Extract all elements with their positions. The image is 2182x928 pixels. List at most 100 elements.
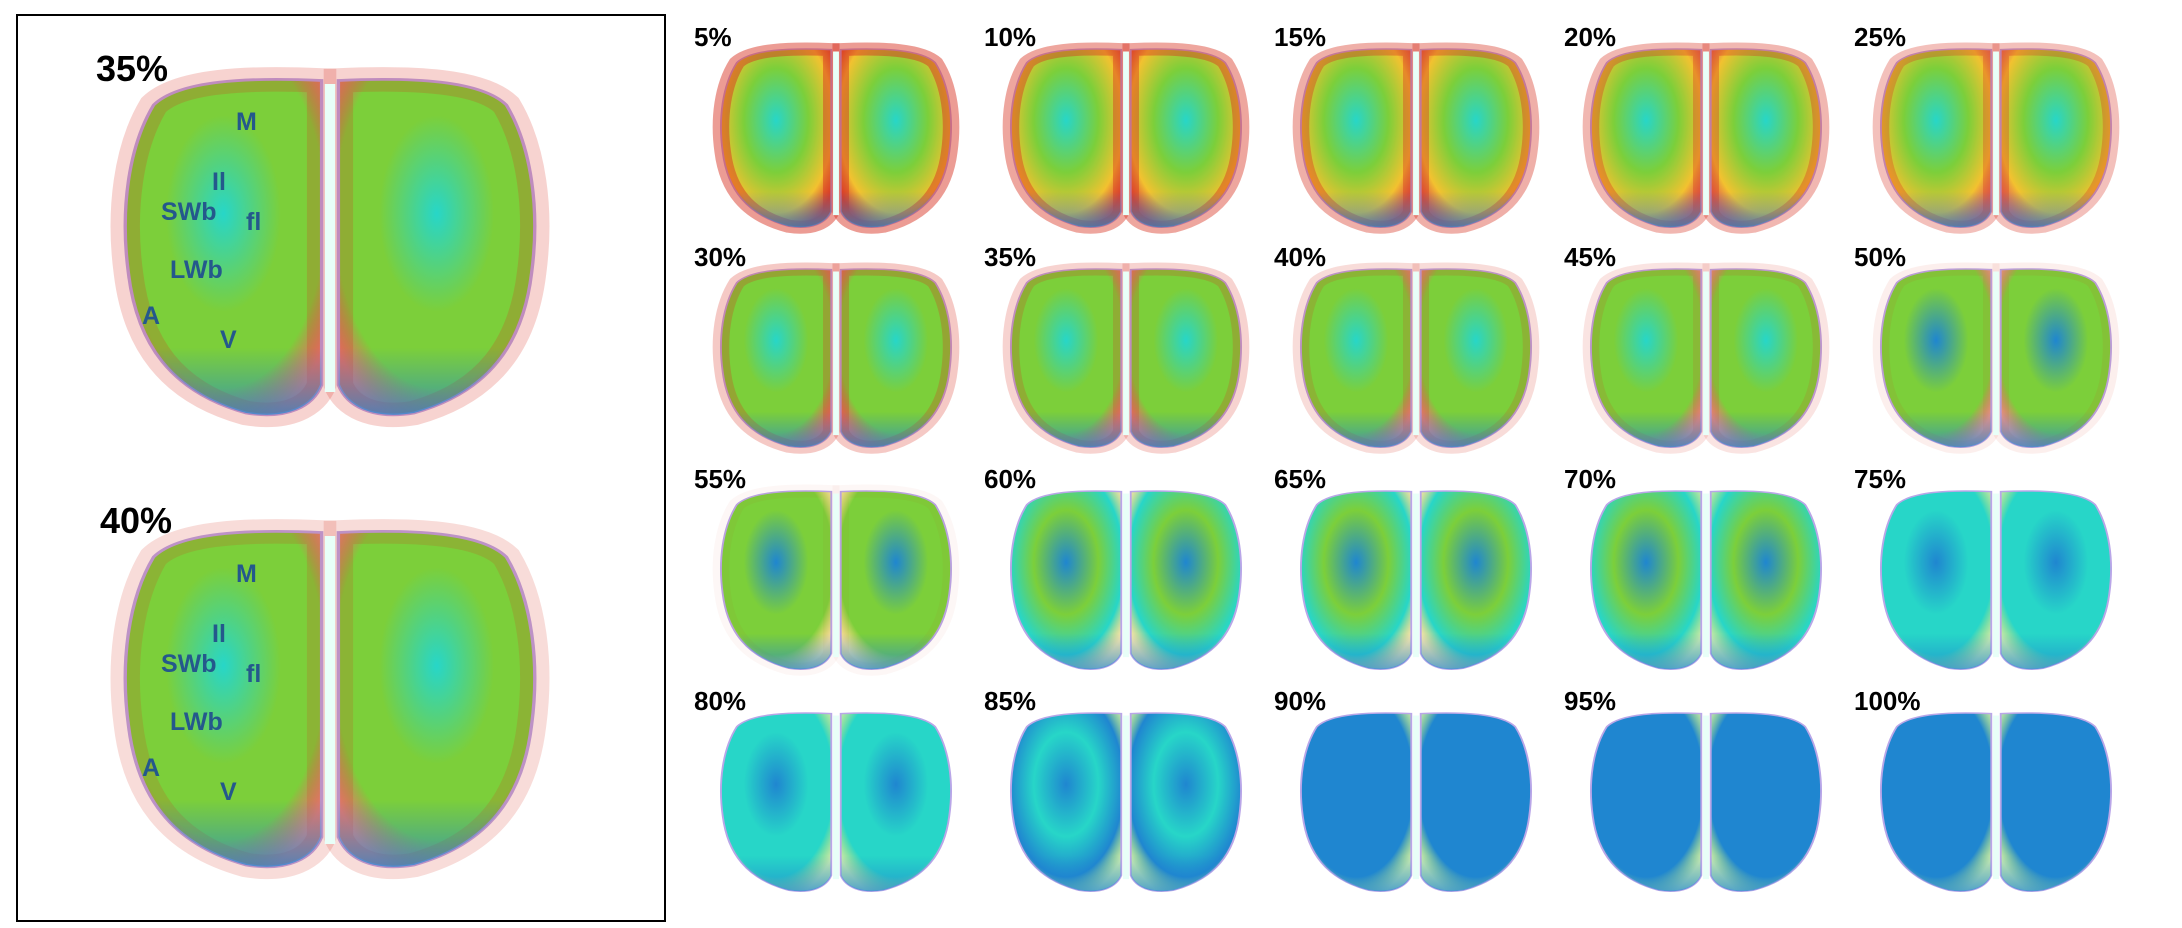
posterior-shade bbox=[338, 531, 535, 867]
posterior-shade bbox=[1590, 48, 1702, 228]
thumbnail-label: 80% bbox=[694, 686, 747, 716]
posterior-shade bbox=[1590, 268, 1702, 448]
thumbnail-label: 65% bbox=[1274, 464, 1327, 494]
thumbnail-brain-8 bbox=[1582, 262, 1830, 454]
region-label-a: A bbox=[142, 302, 161, 330]
posterior-shade bbox=[2000, 712, 2112, 892]
posterior-shade bbox=[720, 268, 832, 448]
posterior-shade bbox=[720, 48, 832, 228]
thumbnail-label: 100% bbox=[1854, 686, 1921, 716]
posterior-shade bbox=[1300, 268, 1412, 448]
thumbnail-brain-11 bbox=[1010, 490, 1242, 670]
posterior-shade bbox=[1010, 490, 1122, 670]
posterior-shade bbox=[1130, 490, 1242, 670]
thumbnail-brain-12 bbox=[1300, 490, 1532, 670]
posterior-shade bbox=[1590, 712, 1702, 892]
posterior-shade bbox=[2000, 48, 2112, 228]
posterior-shade bbox=[125, 79, 322, 415]
featured-label: 35% bbox=[96, 48, 169, 89]
thumbnail-label: 40% bbox=[1274, 242, 1327, 272]
posterior-shade bbox=[1880, 268, 1992, 448]
thumbnail-brain-9 bbox=[1872, 262, 2120, 454]
region-label-lwb: LWb bbox=[170, 256, 223, 284]
thumbnail-label: 70% bbox=[1564, 464, 1617, 494]
thumbnail-label: 25% bbox=[1854, 22, 1907, 52]
featured-label: 40% bbox=[100, 500, 173, 541]
posterior-shade bbox=[1710, 268, 1822, 448]
region-label-v: V bbox=[220, 326, 237, 354]
thumbnail-brain-10 bbox=[712, 484, 960, 676]
thumbnail-label: 75% bbox=[1854, 464, 1907, 494]
thumbnail-brain-13 bbox=[1590, 490, 1822, 670]
posterior-shade bbox=[1880, 48, 1992, 228]
posterior-shade bbox=[1010, 48, 1122, 228]
region-label-a: A bbox=[142, 754, 161, 782]
thumbnail-label: 30% bbox=[694, 242, 747, 272]
posterior-shade bbox=[2000, 268, 2112, 448]
thumbnail-label: 55% bbox=[694, 464, 747, 494]
posterior-shade bbox=[840, 268, 952, 448]
thumbnail-brain-4 bbox=[1872, 42, 2120, 234]
thumbnail-label: 45% bbox=[1564, 242, 1617, 272]
posterior-shade bbox=[840, 48, 952, 228]
thumbnail-brain-15 bbox=[720, 712, 952, 892]
posterior-shade bbox=[338, 79, 535, 415]
region-label-lwb: LWb bbox=[170, 708, 223, 736]
posterior-shade bbox=[2000, 490, 2112, 670]
posterior-shade bbox=[125, 531, 322, 867]
posterior-shade bbox=[1300, 490, 1412, 670]
posterior-shade bbox=[1300, 48, 1412, 228]
thumbnail-brain-6 bbox=[1002, 262, 1250, 454]
region-label-m: M bbox=[236, 560, 257, 588]
posterior-shade bbox=[1420, 268, 1532, 448]
thumbnail-label: 10% bbox=[984, 22, 1037, 52]
posterior-shade bbox=[1130, 268, 1242, 448]
posterior-shade bbox=[1300, 712, 1412, 892]
thumbnail-brain-16 bbox=[1010, 712, 1242, 892]
posterior-shade bbox=[1420, 490, 1532, 670]
posterior-shade bbox=[1420, 48, 1532, 228]
thumbnail-label: 20% bbox=[1564, 22, 1617, 52]
thumbnail-brain-7 bbox=[1292, 262, 1540, 454]
featured-brain-0 bbox=[110, 67, 550, 428]
posterior-shade bbox=[1420, 712, 1532, 892]
posterior-shade bbox=[1130, 712, 1242, 892]
region-label-il: Il bbox=[212, 168, 226, 196]
posterior-shade bbox=[1590, 490, 1702, 670]
thumbnail-label: 90% bbox=[1274, 686, 1327, 716]
posterior-shade bbox=[1710, 712, 1822, 892]
posterior-shade bbox=[1010, 712, 1122, 892]
posterior-shade bbox=[1710, 490, 1822, 670]
thumbnail-brain-17 bbox=[1300, 712, 1532, 892]
posterior-shade bbox=[1010, 268, 1122, 448]
region-label-m: M bbox=[236, 108, 257, 136]
region-label-swb: SWb bbox=[161, 650, 217, 678]
region-label-il: Il bbox=[212, 620, 226, 648]
thumbnail-label: 95% bbox=[1564, 686, 1617, 716]
thumbnail-label: 85% bbox=[984, 686, 1037, 716]
posterior-shade bbox=[1710, 48, 1822, 228]
posterior-shade bbox=[1130, 48, 1242, 228]
thumbnail-label: 35% bbox=[984, 242, 1037, 272]
region-label-v: V bbox=[220, 778, 237, 806]
thumbnail-brain-0 bbox=[712, 42, 960, 234]
thumbnail-brain-18 bbox=[1590, 712, 1822, 892]
thumbnail-brain-19 bbox=[1880, 712, 2112, 892]
region-label-fl: fl bbox=[246, 660, 262, 688]
featured-brain-1 bbox=[110, 519, 550, 880]
posterior-shade bbox=[720, 490, 832, 670]
thumbnail-label: 5% bbox=[694, 22, 732, 52]
thumbnail-label: 15% bbox=[1274, 22, 1327, 52]
thumbnail-brain-1 bbox=[1002, 42, 1250, 234]
posterior-shade bbox=[1880, 490, 1992, 670]
posterior-shade bbox=[840, 490, 952, 670]
thumbnail-brain-2 bbox=[1292, 42, 1540, 234]
region-label-fl: fl bbox=[246, 208, 262, 236]
thumbnail-brain-5 bbox=[712, 262, 960, 454]
posterior-shade bbox=[1880, 712, 1992, 892]
posterior-shade bbox=[840, 712, 952, 892]
region-label-swb: SWb bbox=[161, 198, 217, 226]
thumbnail-brain-14 bbox=[1880, 490, 2112, 670]
thumbnail-brain-3 bbox=[1582, 42, 1830, 234]
thumbnail-label: 50% bbox=[1854, 242, 1907, 272]
